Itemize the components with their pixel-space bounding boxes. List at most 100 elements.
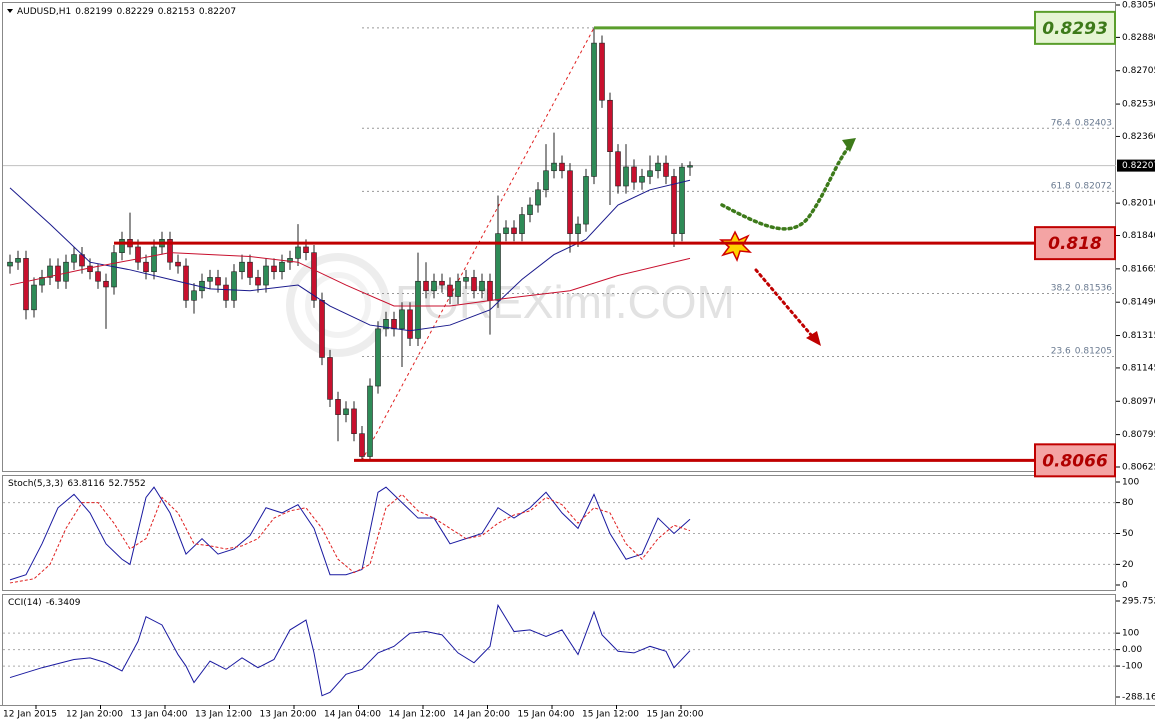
indicator-line: [9, 252, 691, 307]
candle-body: [367, 385, 373, 457]
fib-value: 0.81205: [1075, 346, 1112, 356]
candle-body: [679, 166, 685, 234]
y-tick-label: 100: [1122, 629, 1139, 639]
cci-reading: -6.3409: [46, 598, 81, 608]
candle-body: [223, 284, 229, 301]
candle-body: [335, 399, 341, 415]
stoch-main: 63.8116: [67, 479, 104, 489]
candle-body: [111, 252, 117, 288]
candle-body: [439, 280, 445, 286]
candle-body: [327, 357, 333, 400]
y-tick-label: 80: [1122, 498, 1134, 508]
y-tick-label: 0.81315: [1122, 331, 1155, 341]
time-label: 15 Jan 04:00: [518, 710, 575, 720]
candle-body: [423, 280, 429, 292]
candle-body: [583, 176, 589, 225]
fib-trendline: [361, 27, 595, 461]
level-label: 0.8066: [1042, 451, 1108, 471]
candle-body: [199, 280, 205, 292]
candle-body: [23, 258, 29, 311]
cci-header: CCI(14) -6.3409: [8, 598, 81, 608]
y-tick-label: 0.80795: [1122, 430, 1155, 440]
candle-body: [39, 277, 45, 286]
stoch-title: Stoch(5,3,3): [8, 479, 63, 489]
candle-body: [191, 290, 197, 301]
indicator-line: [9, 493, 691, 584]
candle-body: [15, 258, 21, 263]
candle-body: [279, 261, 285, 273]
candle-body: [551, 162, 557, 172]
time-label: 15 Jan 12:00: [582, 710, 639, 720]
watermark-logo: [286, 253, 390, 357]
candle-body: [311, 252, 317, 301]
candle-body: [63, 261, 69, 282]
y-tick-label: 295.752: [1122, 597, 1155, 607]
candle-body: [215, 277, 221, 286]
time-label: 14 Jan 04:00: [324, 710, 381, 720]
breakout-burst: [719, 230, 753, 262]
time-label: 12 Jan 20:00: [66, 710, 123, 720]
candle-body: [103, 280, 109, 288]
header-triangle: [7, 9, 13, 13]
candle-body: [487, 280, 493, 301]
candle-body: [639, 176, 645, 183]
time-label: 14 Jan 20:00: [453, 710, 510, 720]
stoch-header: Stoch(5,3,3) 63.8116 52.7552: [8, 479, 146, 489]
candle-body: [455, 280, 461, 297]
y-tick-label: -288.165: [1122, 693, 1155, 703]
candle-body: [479, 280, 485, 292]
y-tick-label: 0: [1122, 581, 1128, 591]
watermark: FOREXimf.COM: [395, 276, 735, 328]
candle-body: [135, 246, 141, 263]
candle-body: [119, 239, 125, 253]
y-tick-label: -100: [1122, 662, 1143, 672]
level-box: [1034, 226, 1116, 261]
fib-value: 0.81536: [1075, 283, 1112, 293]
fib-value: 0.82403: [1075, 118, 1112, 128]
candle-body: [55, 265, 61, 282]
level-box: [1034, 443, 1116, 478]
y-tick-label: 20: [1122, 560, 1134, 570]
level-label: 0.8293: [1042, 19, 1108, 39]
candle-body: [263, 265, 269, 286]
candle-body: [7, 261, 13, 267]
candle-body: [255, 277, 261, 286]
up-arrow-path: [720, 146, 850, 231]
candle-body: [383, 319, 389, 330]
candle-body: [391, 319, 397, 330]
candle-body: [655, 162, 661, 172]
candle-body: [463, 277, 469, 282]
open: 0.82199: [75, 7, 112, 17]
current-price-label: 0.82207: [1122, 161, 1155, 171]
y-tick-label: 0.81145: [1122, 363, 1155, 373]
candle-body: [295, 246, 301, 259]
y-tick-label: 0.81665: [1122, 264, 1155, 274]
candle-body: [663, 162, 669, 177]
candle-body: [271, 265, 277, 273]
indicator-line: [9, 603, 691, 697]
candle-body: [575, 223, 581, 234]
candle-body: [503, 227, 509, 234]
candle-body: [607, 99, 613, 152]
header-text: AUDUSD,H1 0.82199 0.82229 0.82153 0.82207: [17, 7, 236, 17]
current-price-tag: [1117, 159, 1155, 172]
candle-body: [231, 271, 237, 301]
time-label: 12 Jan 2015: [3, 710, 57, 720]
candle-body: [559, 162, 565, 172]
close: 0.82207: [199, 7, 236, 17]
candle-body: [303, 246, 309, 253]
candle-body: [143, 261, 149, 273]
fib-label: 38.2 0.81536: [1051, 283, 1113, 293]
candle-body: [151, 246, 157, 273]
time-label: 13 Jan 12:00: [195, 710, 252, 720]
fib-label: 76.4 0.82403: [1051, 118, 1112, 128]
fib-ratio: 76.4: [1051, 118, 1071, 128]
